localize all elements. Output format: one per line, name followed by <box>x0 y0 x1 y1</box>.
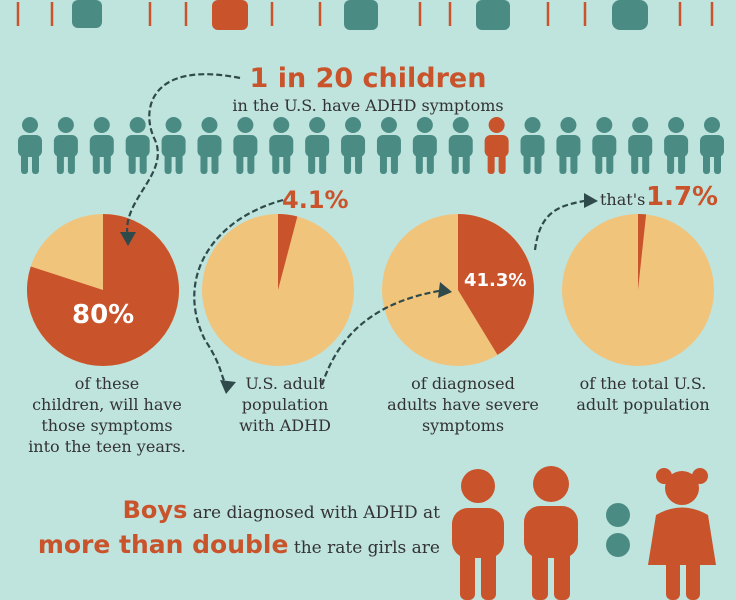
boy-icon <box>524 466 578 600</box>
colon-icon <box>606 503 630 557</box>
person-icon <box>269 117 294 174</box>
person-icon <box>412 117 437 174</box>
pie-charts <box>27 214 714 367</box>
pie-4-prefix: that's <box>600 190 646 209</box>
top-figure-row <box>0 0 736 38</box>
person-icon <box>125 117 150 174</box>
connector-arrows <box>126 73 591 386</box>
person-icon <box>592 117 617 174</box>
person-icon <box>520 117 545 174</box>
pie-2-caption: U.S. adult population with ADHD <box>239 374 331 435</box>
pie-slice <box>278 214 298 290</box>
pie-4-caption: of the total U.S. adult population <box>576 374 710 414</box>
person-icon <box>197 117 222 174</box>
person-icon <box>628 117 653 174</box>
person-icon <box>341 117 366 174</box>
pie-1-caption: of these children, will have those sympt… <box>28 374 186 456</box>
arrowheads <box>120 193 598 394</box>
person-icon <box>376 117 401 174</box>
figure-icon <box>476 0 510 30</box>
boys-line-2: more than double the rate girls are <box>37 530 440 559</box>
person-icon <box>233 117 258 174</box>
pie-slice <box>638 214 647 290</box>
pie-chart-2 <box>202 214 354 366</box>
arrow-4 <box>533 198 591 251</box>
pie-3-label: 41.3% <box>464 270 527 291</box>
boy-icon <box>452 469 504 600</box>
person-icon <box>484 117 509 174</box>
figure-icon <box>72 0 102 28</box>
ratio-icons <box>452 466 716 600</box>
boys-line-1: Boys are diagnosed with ADHD at <box>122 496 440 524</box>
person-icon <box>53 117 78 174</box>
headline: 1 in 20 children <box>249 63 487 94</box>
person-icon <box>556 117 581 174</box>
pie-slice <box>458 214 534 355</box>
subline: in the U.S. have ADHD symptoms <box>232 96 504 115</box>
girl-icon <box>648 468 716 600</box>
person-icon <box>18 117 42 174</box>
pie-4-label: 1.7% <box>646 182 719 212</box>
pie-1-label: 80% <box>72 300 135 330</box>
person-icon <box>700 117 724 174</box>
arrow-3 <box>320 288 446 386</box>
person-icon <box>448 117 473 174</box>
person-icon <box>89 117 114 174</box>
pie-slice <box>27 214 180 367</box>
person-icon <box>305 117 330 174</box>
figure-icon <box>212 0 248 30</box>
pie-2-label: 4.1% <box>282 186 349 214</box>
arrow-1 <box>126 73 241 239</box>
people-row <box>18 117 724 174</box>
person-icon <box>664 117 689 174</box>
pie-3-caption: of diagnosed adults have severe symptoms <box>387 374 539 435</box>
figure-icon <box>344 0 378 30</box>
arrow-2 <box>193 198 284 386</box>
pie-chart-3 <box>382 214 534 366</box>
pie-chart-4 <box>562 214 714 366</box>
person-icon <box>161 117 186 174</box>
pie-chart-1 <box>27 214 180 367</box>
figure-icon <box>612 0 648 30</box>
